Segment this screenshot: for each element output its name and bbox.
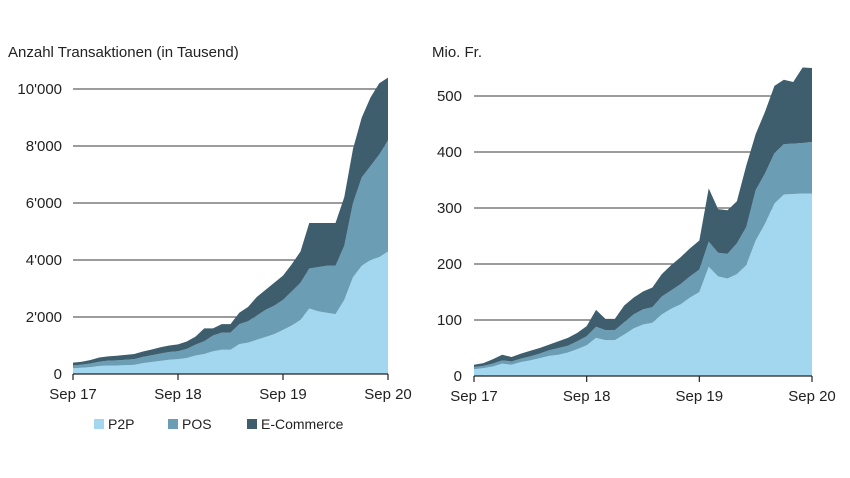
unit-label-transactions: Anzahl Transaktionen (in Tausend): [8, 44, 239, 61]
y-tick-labels: 0 100 200 300 400 500: [437, 88, 462, 385]
x-tick-labels: Sep 17 Sep 18 Sep 19 Sep 20: [450, 388, 836, 405]
legend-swatch-p2p: [94, 419, 104, 429]
x-tick-label: Sep 17: [49, 386, 97, 403]
area-series-p2p: [73, 251, 388, 374]
axis-lines: [473, 375, 813, 382]
chart-panel-transactions: Anzahl Transaktionen (in Tausend) 0 2'000…: [8, 44, 412, 403]
stacked-areas: [73, 77, 388, 374]
y-tick-label: 4'000: [26, 252, 62, 269]
legend: P2P POS E-Commerce: [94, 416, 344, 432]
y-tick-label: 6'000: [26, 195, 62, 212]
legend-label-pos: POS: [182, 416, 212, 432]
y-tick-label: 200: [437, 256, 462, 273]
y-tick-label: 0: [54, 366, 62, 383]
y-tick-labels: 0 2'000 4'000 6'000 8'000 10'000: [17, 81, 62, 383]
area-series-e-commerce: [474, 67, 812, 368]
legend-swatch-pos: [168, 419, 178, 429]
legend-label-p2p: P2P: [108, 416, 134, 432]
x-tick-label: Sep 19: [676, 388, 724, 405]
x-tick-labels: Sep 17 Sep 18 Sep 19 Sep 20: [49, 386, 412, 403]
x-tick-label: Sep 20: [364, 386, 412, 403]
area-series-pos: [474, 141, 812, 370]
stacked-areas: [474, 67, 812, 376]
unit-label-value: Mio. Fr.: [432, 44, 482, 61]
legend-label-e-commerce: E-Commerce: [261, 416, 344, 432]
y-tick-label: 8'000: [26, 138, 62, 155]
x-tick-label: Sep 17: [450, 388, 498, 405]
y-tick-label: 400: [437, 144, 462, 161]
y-tick-label: 100: [437, 312, 462, 329]
y-tick-label: 0: [454, 368, 462, 385]
y-tick-label: 500: [437, 88, 462, 105]
axis-lines: [72, 373, 389, 380]
legend-swatch-e-commerce: [247, 419, 257, 429]
x-tick-label: Sep 18: [154, 386, 202, 403]
legend-item-pos: POS: [168, 416, 212, 432]
legend-item-e-commerce: E-Commerce: [247, 416, 344, 432]
area-series-p2p: [474, 193, 812, 376]
x-tick-label: Sep 20: [788, 388, 836, 405]
y-tick-label: 300: [437, 200, 462, 217]
y-tick-label: 10'000: [17, 81, 62, 98]
y-tick-label: 2'000: [26, 309, 62, 326]
x-tick-label: Sep 19: [259, 386, 307, 403]
x-tick-label: Sep 18: [563, 388, 611, 405]
legend-item-p2p: P2P: [94, 416, 134, 432]
